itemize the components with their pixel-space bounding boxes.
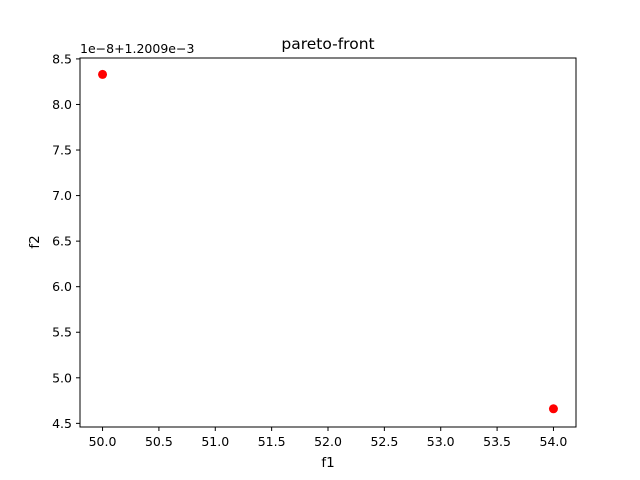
x-tick-label: 53.0 bbox=[427, 434, 455, 449]
y-tick-label: 8.0 bbox=[52, 97, 72, 112]
x-tick-label: 54.0 bbox=[540, 434, 568, 449]
chart-title: pareto-front bbox=[281, 35, 374, 53]
data-point bbox=[98, 69, 108, 79]
data-point bbox=[548, 404, 558, 414]
y-tick-label: 5.0 bbox=[52, 370, 72, 385]
y-tick-label: 5.5 bbox=[52, 325, 72, 340]
y-tick-label: 6.0 bbox=[52, 279, 72, 294]
plot-area-frame bbox=[79, 57, 577, 428]
x-axis-ticks: 50.0 50.5 51.0 51.5 52.0 52.5 53.0 53.5 54.0 bbox=[89, 427, 568, 449]
x-tick-label: 51.0 bbox=[201, 434, 229, 449]
x-tick-label: 52.0 bbox=[314, 434, 342, 449]
x-tick-label: 52.5 bbox=[370, 434, 398, 449]
y-tick-label: 7.5 bbox=[52, 143, 72, 158]
x-axis-title: f1 bbox=[321, 455, 334, 471]
y-tick-label: 7.0 bbox=[52, 188, 72, 203]
y-tick-label: 4.5 bbox=[52, 416, 72, 431]
y-tick-label: 6.5 bbox=[52, 234, 72, 249]
x-tick-label: 53.5 bbox=[483, 434, 511, 449]
x-tick-label: 50.5 bbox=[145, 434, 173, 449]
y-axis-offset-label: 1e−8+1.2009e−3 bbox=[80, 41, 194, 56]
x-tick-label: 50.0 bbox=[89, 434, 117, 449]
y-tick-label: 8.5 bbox=[52, 51, 72, 66]
data-points bbox=[98, 69, 558, 414]
y-axis-title: f2 bbox=[27, 235, 43, 248]
y-axis-ticks: 4.5 5.0 5.5 6.0 6.5 7.0 7.5 8.0 8.5 bbox=[52, 51, 80, 431]
x-tick-label: 51.5 bbox=[258, 434, 286, 449]
